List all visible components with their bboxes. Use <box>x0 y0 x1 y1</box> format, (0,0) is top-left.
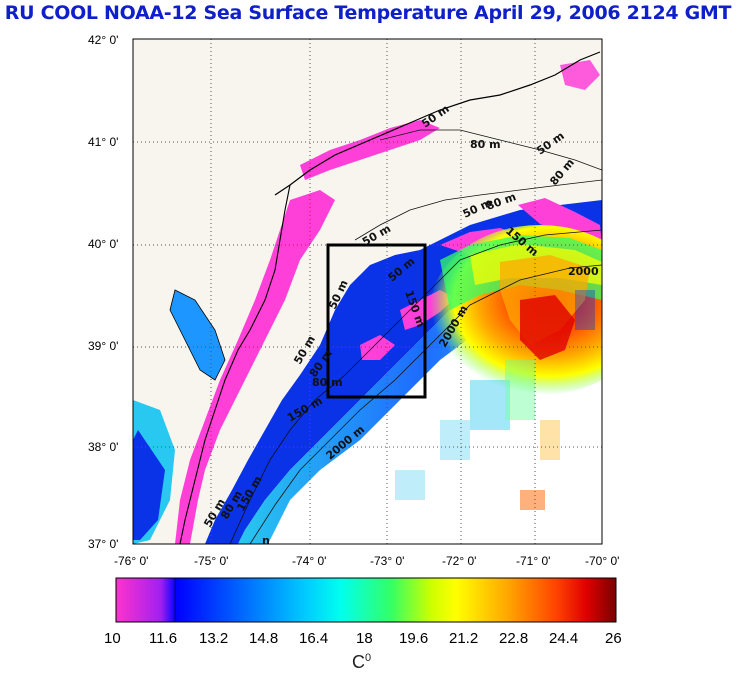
lon-label-76: -76° 0' <box>114 554 149 568</box>
colorbar-unit-label: C0 <box>352 652 371 673</box>
coastline <box>274 51 601 196</box>
lat-label-40: 40° 0' <box>88 237 119 251</box>
nearshore-cold-water <box>175 190 335 544</box>
lat-label-37: 37° 0' <box>88 537 119 551</box>
cb-tick-21.2: 21.2 <box>449 630 479 647</box>
lon-label-72: -72° 0' <box>442 554 477 568</box>
cb-tick-14.8: 14.8 <box>249 630 279 647</box>
lon-label-71: -71° 0' <box>516 554 551 568</box>
cb-tick-19.6: 19.6 <box>399 630 429 647</box>
scattered-sst-pixels <box>395 290 595 510</box>
contour-label-2: 80 m <box>470 138 501 151</box>
lon-label-70: -70° 0' <box>585 554 620 568</box>
land-area <box>133 39 602 544</box>
lon-label-73: -73° 0' <box>370 554 405 568</box>
cb-tick-18: 18 <box>356 630 373 647</box>
contour-label-22: n <box>262 534 270 547</box>
lat-label-38: 38° 0' <box>88 440 119 454</box>
cb-tick-26: 26 <box>605 630 622 647</box>
delaware-bay <box>170 290 225 380</box>
map-title: RU COOL NOAA-12 Sea Surface Temperature … <box>4 2 732 24</box>
lon-label-75: -75° 0' <box>194 554 229 568</box>
unit-superscript: 0 <box>365 652 372 664</box>
lon-label-74: -74° 0' <box>292 554 327 568</box>
cb-tick-11.6: 11.6 <box>149 630 178 647</box>
lat-label-39: 39° 0' <box>88 339 119 353</box>
unit-letter: C <box>352 652 365 672</box>
contour-label-10: 2000 <box>568 265 599 278</box>
cb-tick-13.2: 13.2 <box>199 630 229 647</box>
cb-tick-10: 10 <box>104 630 121 647</box>
lat-label-41: 41° 0' <box>88 135 119 149</box>
bathymetry-contours <box>229 129 602 544</box>
cb-tick-22.8: 22.8 <box>499 630 529 647</box>
cb-tick-24.4: 24.4 <box>549 630 579 647</box>
study-area-box <box>326 243 427 399</box>
cb-tick-16.4: 16.4 <box>299 630 329 647</box>
lat-label-42: 42° 0' <box>88 33 119 47</box>
colorbar <box>115 577 617 623</box>
contour-label-15: 80 m <box>312 376 343 389</box>
